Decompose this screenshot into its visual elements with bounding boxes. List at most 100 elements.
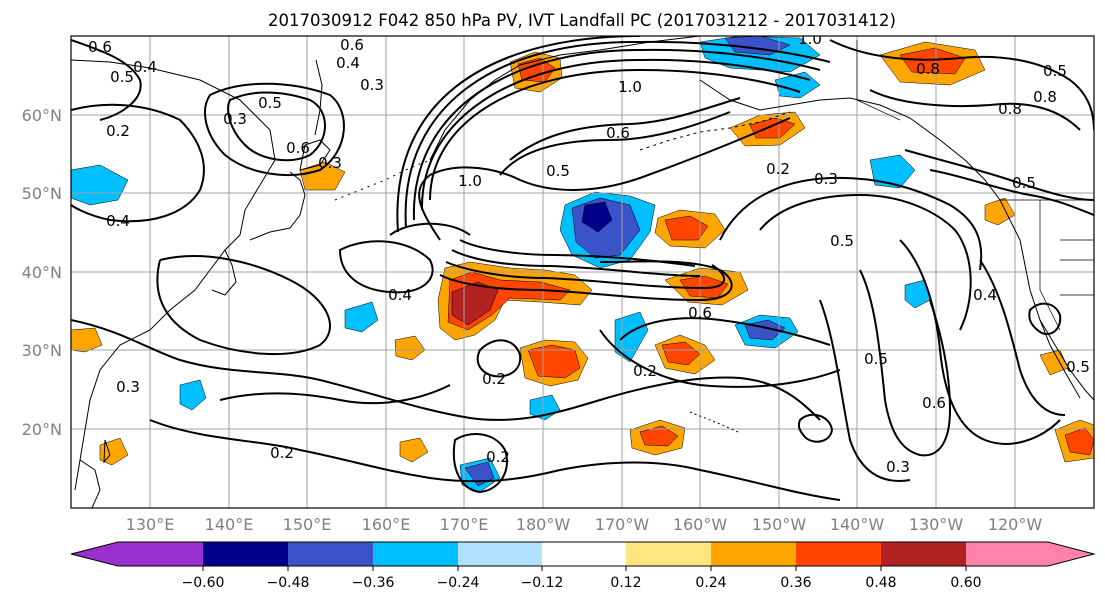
colorbar-segment (288, 542, 373, 566)
east-pacific-contour-1 (759, 193, 972, 331)
west-pacific-contour-5 (156, 255, 331, 356)
japan-honshu (249, 171, 306, 241)
central-pacific-contour-4 (599, 329, 841, 388)
north-contour-2 (869, 89, 1081, 131)
contour-label: 0.5 (110, 68, 134, 86)
colorbar-outline (70, 541, 1096, 567)
positive-anomaly-tropical-core (639, 425, 679, 447)
figure-title: 2017030912 F042 850 hPa PV, IVT Landfall… (268, 11, 896, 30)
contour-label: 0.2 (486, 448, 510, 466)
small-contour-1 (1028, 302, 1062, 335)
colorbar-segment (796, 542, 881, 566)
colorbar-label: −0.24 (437, 575, 480, 591)
colorbar-label: 0.36 (780, 575, 811, 591)
contour-label: 0.6 (606, 124, 630, 142)
lat-tick-label: 20°N (22, 420, 62, 439)
gulf-alaska-contour (719, 176, 983, 271)
colorbar-ticks (202, 566, 967, 571)
us-state-border-2 (1060, 239, 1094, 296)
west-pacific-contour-6 (389, 222, 471, 236)
lat-axis: 60°N 50°N 40°N 30°N 20°N (22, 106, 62, 439)
contour-label: 0.4 (106, 212, 130, 230)
jet-contour-1 (429, 68, 801, 201)
positive-anomaly-160e-south (399, 437, 429, 463)
contour-label: 0.3 (886, 458, 910, 476)
contour-label: 0.6 (340, 36, 364, 54)
map-panel: 0.6 0.5 0.4 0.2 0.3 0.5 0.6 0.3 0.6 0.4 … (70, 35, 1095, 509)
subtropical-contour-1 (71, 319, 821, 421)
us-state-border-1 (1039, 200, 1061, 331)
contour-label: 0.5 (830, 232, 854, 250)
colorbar: −0.60 −0.48 −0.36 −0.24 −0.12 0.12 0.24 … (70, 541, 1096, 591)
central-pacific-contour-2 (452, 433, 508, 494)
lon-tick-label: 120°W (988, 515, 1043, 534)
north-contour-3 (904, 149, 1094, 201)
kamchatka (429, 36, 701, 161)
contour-label: 0.5 (1043, 62, 1067, 80)
negative-anomaly-140e (179, 379, 207, 411)
colorbar-label: 0.24 (695, 575, 726, 591)
colorbar-segment (71, 542, 118, 566)
contour-label: 0.8 (998, 100, 1022, 118)
negative-anomaly-130w (904, 279, 931, 309)
negative-anomaly-subtropical-core (464, 461, 495, 487)
colorbar-label: 0.48 (865, 575, 896, 591)
colorbar-segment (203, 542, 288, 566)
north-contour-4 (929, 169, 1094, 216)
japan-hokkaido (299, 139, 331, 171)
lat-tick-label: 30°N (22, 341, 62, 360)
lat-tick-label: 40°N (22, 263, 62, 282)
east-pacific-contour-5 (979, 259, 1066, 416)
contour-label: 0.2 (106, 122, 130, 140)
positive-anomaly-aleutian-core (749, 117, 796, 139)
lon-tick-label: 180°W (516, 515, 571, 534)
west-pacific-contour-4 (338, 240, 434, 294)
colorbar-segment (373, 542, 458, 566)
contour-label: 0.2 (270, 444, 294, 462)
contour-label: 0.4 (388, 286, 412, 304)
lon-tick-label: 170°E (440, 515, 489, 534)
contour-label: 0.4 (336, 54, 360, 72)
small-contour-2 (797, 413, 834, 443)
central-pacific-contour-3 (619, 317, 831, 346)
contour-label: 0.6 (922, 394, 946, 412)
colorbar-segment (711, 542, 796, 566)
colorbar-segment (458, 542, 542, 566)
trough-contour-4 (459, 239, 696, 267)
lon-tick-label: 170°W (595, 515, 650, 534)
contour-label: 0.5 (258, 94, 282, 112)
jet-contour-4 (404, 40, 831, 229)
pc-contours (71, 36, 1094, 501)
positive-anomaly-180-south-core (527, 344, 581, 379)
lon-axis: 130°E 140°E 150°E 160°E 170°E 180°W 170°… (126, 515, 1043, 534)
colorbar-segment (881, 542, 966, 566)
contour-label: 0.5 (1012, 174, 1036, 192)
positive-anomaly-160w-core (664, 215, 709, 241)
colorbar-label: 0.12 (610, 575, 641, 591)
positive-anomaly-165w-south-core (661, 341, 701, 366)
contour-label: 0.6 (286, 139, 310, 157)
contour-label: 0.8 (916, 60, 940, 78)
contour-label: 0.5 (546, 162, 570, 180)
colorbar-segment (542, 542, 626, 566)
contour-label: 0.3 (116, 378, 140, 396)
positive-anomaly-western-pacific (394, 335, 426, 361)
positive-anomaly-pnw (984, 197, 1016, 226)
contour-label: 0.3 (223, 110, 247, 128)
contour-label: 0.4 (973, 286, 997, 304)
colorbar-label: −0.12 (521, 575, 564, 591)
contour-label: 0.3 (318, 154, 342, 172)
lat-tick-label: 60°N (22, 106, 62, 125)
contour-label: 1.0 (458, 172, 482, 190)
jet-contour-5 (396, 36, 641, 233)
positive-anomaly-alaska-core (899, 47, 966, 75)
aleutian-chain (639, 111, 791, 151)
jet-contour-3 (412, 48, 821, 221)
north-west-contour (71, 39, 142, 121)
contour-label: 0.3 (360, 76, 384, 94)
sakhalin (314, 59, 323, 136)
colorbar-segment (626, 542, 711, 566)
contour-label: 1.0 (618, 78, 642, 96)
lon-tick-label: 160°W (673, 515, 728, 534)
